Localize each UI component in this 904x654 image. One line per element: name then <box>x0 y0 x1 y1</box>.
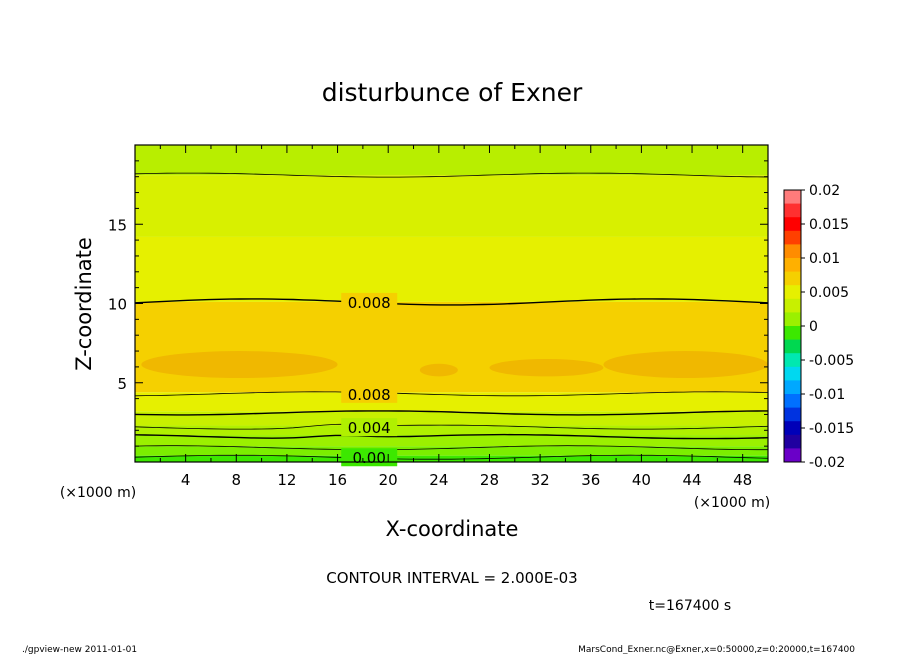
colorbar-label-3: 0.005 <box>809 285 849 301</box>
contour-0 <box>134 454 769 460</box>
colorbar-swatch-6 <box>784 271 801 286</box>
contour-2 <box>134 433 769 440</box>
y-axis-label: Z-coordinate <box>72 237 96 371</box>
x-axis-ticks: 4 8 12 16 20 24 28 32 36 40 44 48 <box>159 145 752 489</box>
colorbar-swatch-3 <box>784 230 801 245</box>
patch-0 <box>141 351 338 378</box>
x-tick-label-10: 44 <box>682 471 701 489</box>
colorbar-swatch-11 <box>784 339 801 354</box>
colorbar-label-8: -0.02 <box>809 455 845 471</box>
footer-right: MarsCond_Exner.nc@Exner,x=0:50000,z=0:20… <box>578 645 855 654</box>
colorbar-label-5: -0.005 <box>809 353 854 369</box>
colorbar-swatch-8 <box>784 298 801 313</box>
x-tick-label-1: 8 <box>232 471 242 489</box>
colorbar-swatch-5 <box>784 258 801 273</box>
colorbar-swatch-4 <box>784 244 801 259</box>
band-2 <box>135 435 768 447</box>
x-tick-label-0: 4 <box>181 471 191 489</box>
colorbar-swatch-13 <box>784 366 801 381</box>
x-tick-label-11: 48 <box>733 471 752 489</box>
band-9 <box>135 145 768 176</box>
colorbar-swatch-17 <box>784 421 801 436</box>
colorbar-swatch-7 <box>784 285 801 300</box>
colorbar-swatch-10 <box>784 326 801 341</box>
colorbar-label-1: 0.015 <box>809 217 849 233</box>
y-tick-label-1: 10 <box>108 296 127 314</box>
band-3 <box>135 425 768 436</box>
y-tick-label-2: 15 <box>108 216 127 234</box>
contour-label-bg-0 <box>341 292 398 311</box>
band-6 <box>135 301 768 393</box>
y-tick-label-0: 5 <box>117 375 127 393</box>
contour-6 <box>134 298 769 306</box>
colorbar-swatch-19 <box>784 448 801 463</box>
x-tick-label-2: 12 <box>277 471 296 489</box>
x-tick-label-7: 32 <box>531 471 550 489</box>
y-axis-ticks: 5 10 15 <box>108 160 768 447</box>
colorbar-swatch-9 <box>784 312 801 327</box>
x-tick-label-4: 20 <box>379 471 398 489</box>
contour-label-2: 0.004 <box>348 419 391 437</box>
contour-label-bg-2 <box>341 418 398 437</box>
band-7 <box>135 236 768 302</box>
contour-lines <box>134 172 769 460</box>
x-tick-label-3: 16 <box>328 471 347 489</box>
contour-labels: 0.008 0.008 0.004 0.00 <box>341 292 398 467</box>
colorbar-swatch-0 <box>784 190 801 205</box>
contour-label-1: 0.008 <box>348 386 391 404</box>
colorbar-label-6: -0.01 <box>809 387 845 403</box>
colorbar-swatch-15 <box>784 394 801 409</box>
chart-title: disturbunce of Exner <box>322 78 583 107</box>
colorbar-label-2: 0.01 <box>809 251 840 267</box>
band-5 <box>135 392 768 412</box>
colorbar-swatch-14 <box>784 380 801 395</box>
x-tick-label-5: 24 <box>429 471 448 489</box>
x-tick-label-6: 28 <box>480 471 499 489</box>
colorbar-label-4: 0 <box>809 319 818 335</box>
colorbar-swatch-1 <box>784 203 801 218</box>
x-unit-left: (×1000 m) <box>60 485 136 501</box>
colorbar-label-7: -0.015 <box>809 421 854 437</box>
colorbar-swatch-2 <box>784 217 801 232</box>
colorbar-swatch-16 <box>784 407 801 422</box>
footer-left: ./gpview-new 2011-01-01 <box>22 645 137 654</box>
patch-3 <box>489 358 604 377</box>
colorbar-swatch-12 <box>784 353 801 368</box>
time-label: t=167400 s <box>649 598 731 614</box>
patch-1 <box>603 351 769 378</box>
colorbar: 0.02 0.015 0.01 0.005 0 -0.005 -0.01 -0.015 -0.0… <box>783 183 854 471</box>
contour-interval: CONTOUR INTERVAL = 2.000E-03 <box>326 569 577 587</box>
patch-2 <box>419 363 458 377</box>
x-unit-right: (×1000 m) <box>694 495 770 511</box>
band-1 <box>135 446 768 456</box>
colorbar-label-0: 0.02 <box>809 183 840 199</box>
contour-1 <box>134 445 768 451</box>
x-axis-label: X-coordinate <box>386 517 519 541</box>
contour-3 <box>134 423 769 430</box>
contour-label-3: 0.00 <box>353 449 386 467</box>
contour-7 <box>134 172 769 178</box>
contour-label-bg-1 <box>341 384 398 403</box>
x-tick-label-8: 36 <box>581 471 600 489</box>
band-8 <box>135 175 768 237</box>
contour-label-0: 0.008 <box>348 294 391 312</box>
contour-5 <box>134 391 769 397</box>
colorbar-swatch-18 <box>784 434 801 449</box>
contour-4 <box>134 410 769 416</box>
x-tick-label-9: 40 <box>632 471 651 489</box>
plot-area <box>135 145 769 462</box>
